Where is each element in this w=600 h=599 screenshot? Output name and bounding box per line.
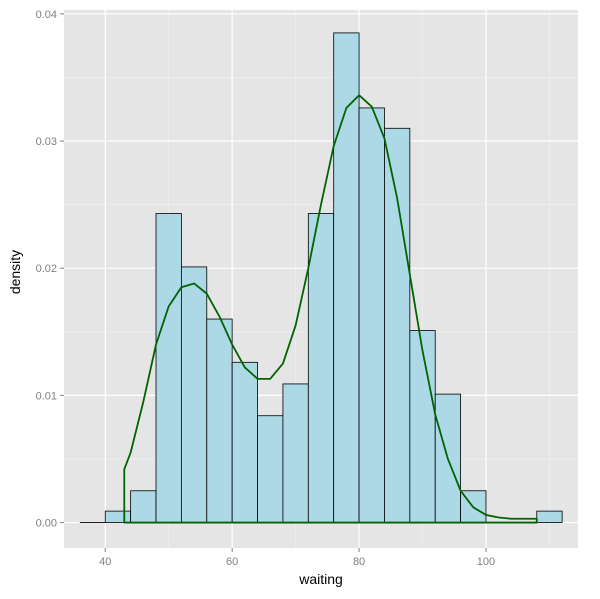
density-curve-group — [123, 94, 538, 524]
histogram-bars — [79, 32, 563, 523]
histogram-bar — [333, 32, 360, 523]
histogram-bar — [130, 490, 157, 523]
histogram-bar — [231, 361, 258, 523]
histogram-bar — [358, 107, 385, 523]
histogram-bar — [536, 510, 563, 523]
histogram-bar — [104, 510, 132, 523]
x-axis-title: waiting — [298, 571, 343, 587]
y-tick-label: 0.03 — [36, 136, 57, 148]
density-curve — [123, 94, 538, 524]
y-axis-ticks: 0.00 0.01 0.02 0.03 0.04 — [36, 9, 64, 530]
histogram-bar — [180, 266, 208, 523]
y-tick-label: 0.04 — [36, 9, 57, 21]
y-axis-title: density — [7, 250, 23, 294]
x-tick-label: 40 — [99, 556, 111, 568]
histogram-bar — [307, 213, 335, 523]
x-axis-ticks: 40 60 80 100 — [99, 548, 495, 568]
histogram-bar — [257, 415, 284, 523]
histogram-bar — [409, 330, 436, 523]
histogram-bar — [155, 213, 182, 523]
histogram-bar — [384, 127, 411, 523]
x-tick-label: 100 — [477, 556, 495, 568]
x-tick-label: 60 — [226, 556, 238, 568]
y-tick-label: 0.00 — [36, 518, 57, 530]
x-tick-label: 80 — [353, 556, 365, 568]
histogram-bar — [206, 318, 233, 523]
histogram-bar — [282, 383, 309, 523]
y-tick-label: 0.02 — [36, 263, 57, 275]
y-tick-label: 0.01 — [36, 390, 57, 402]
